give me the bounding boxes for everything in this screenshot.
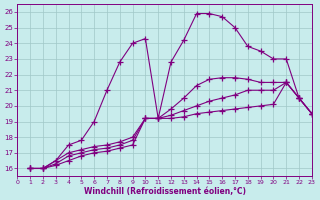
X-axis label: Windchill (Refroidissement éolien,°C): Windchill (Refroidissement éolien,°C) (84, 187, 245, 196)
